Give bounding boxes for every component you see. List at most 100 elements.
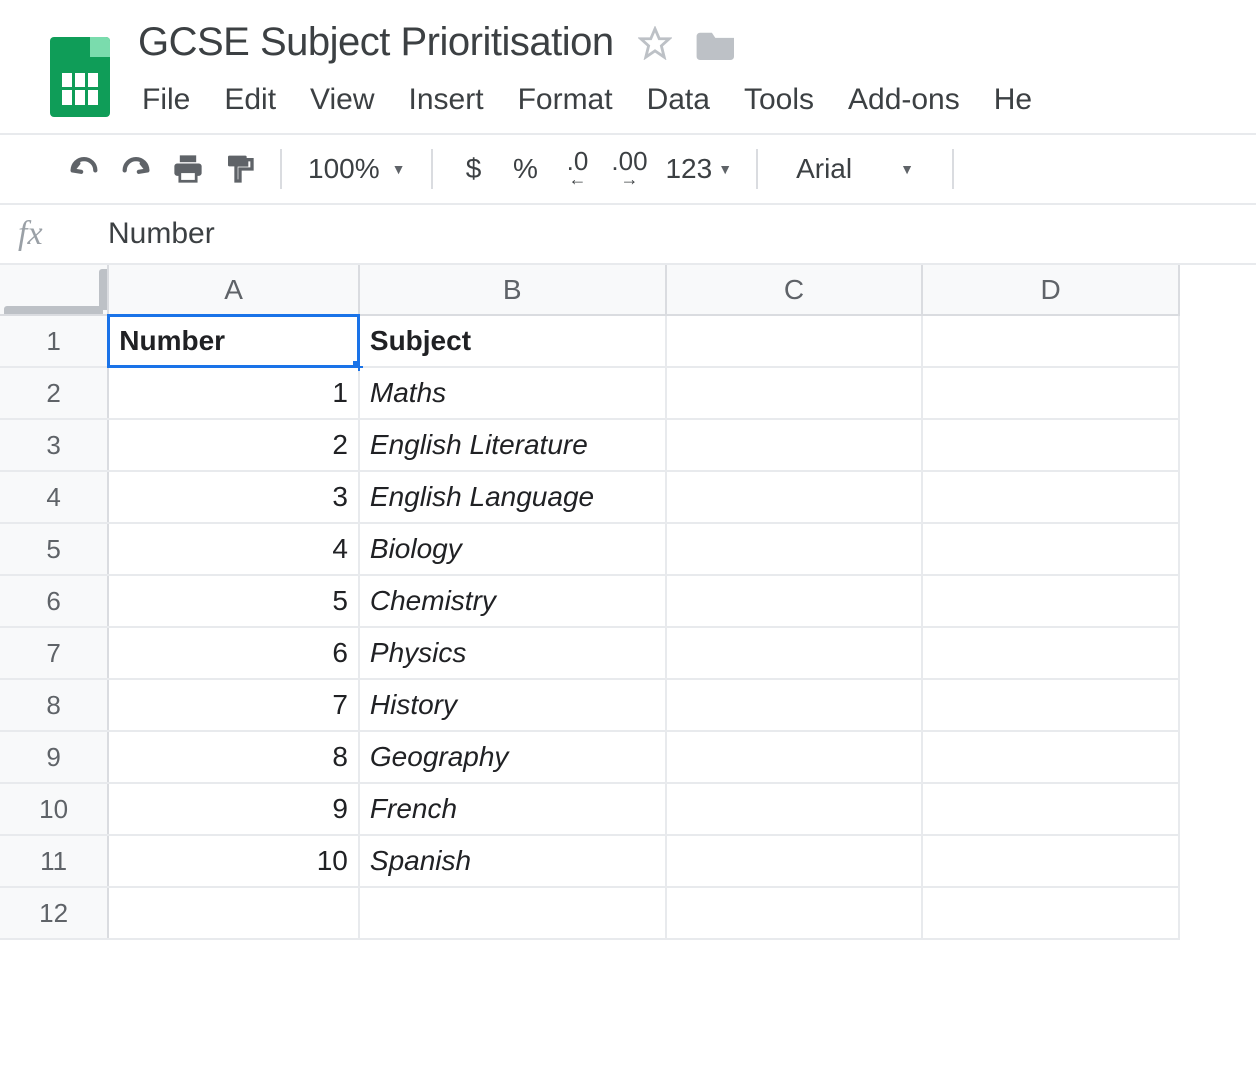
cell-D7[interactable] xyxy=(922,627,1179,679)
cell-D10[interactable] xyxy=(922,783,1179,835)
chevron-down-icon: ▼ xyxy=(718,161,732,177)
cell-C8[interactable] xyxy=(666,679,923,731)
percent-button[interactable]: % xyxy=(499,145,551,193)
cell-A1[interactable]: Number xyxy=(108,315,359,367)
cell-A3[interactable]: 2 xyxy=(108,419,359,471)
menu-help[interactable]: He xyxy=(994,83,1032,117)
row-header[interactable]: 11 xyxy=(0,835,108,887)
cell-D11[interactable] xyxy=(922,835,1179,887)
cell-B6[interactable]: Chemistry xyxy=(359,575,666,627)
row-header[interactable]: 9 xyxy=(0,731,108,783)
menu-addons[interactable]: Add-ons xyxy=(848,83,960,117)
toolbar: 100% ▼ $ % .0 ← .00 → 123▼ Arial ▼ xyxy=(0,135,1256,203)
menu-bar: File Edit View Insert Format Data Tools … xyxy=(138,65,1032,133)
document-title[interactable]: GCSE Subject Prioritisation xyxy=(138,20,614,65)
menu-edit[interactable]: Edit xyxy=(224,83,276,117)
cell-A10[interactable]: 9 xyxy=(108,783,359,835)
cell-C9[interactable] xyxy=(666,731,923,783)
zoom-dropdown[interactable]: 100% ▼ xyxy=(296,153,417,185)
cell-A12[interactable] xyxy=(108,887,359,939)
folder-icon[interactable] xyxy=(696,26,738,60)
cell-B2[interactable]: Maths xyxy=(359,367,666,419)
cell-D9[interactable] xyxy=(922,731,1179,783)
cell-D8[interactable] xyxy=(922,679,1179,731)
cell-B9[interactable]: Geography xyxy=(359,731,666,783)
chevron-down-icon: ▼ xyxy=(392,161,406,177)
row-header[interactable]: 10 xyxy=(0,783,108,835)
cell-A9[interactable]: 8 xyxy=(108,731,359,783)
cell-C2[interactable] xyxy=(666,367,923,419)
number-format-dropdown[interactable]: 123▼ xyxy=(655,145,742,193)
font-dropdown[interactable]: Arial ▼ xyxy=(772,153,938,185)
cell-A7[interactable]: 6 xyxy=(108,627,359,679)
cell-A11[interactable]: 10 xyxy=(108,835,359,887)
cell-C10[interactable] xyxy=(666,783,923,835)
cell-C1[interactable] xyxy=(666,315,923,367)
cell-A4[interactable]: 3 xyxy=(108,471,359,523)
cell-A2[interactable]: 1 xyxy=(108,367,359,419)
decrease-decimal-button[interactable]: .0 ← xyxy=(551,145,603,193)
cell-B10[interactable]: French xyxy=(359,783,666,835)
currency-button[interactable]: $ xyxy=(447,145,499,193)
formula-bar: fx Number xyxy=(0,205,1256,265)
cell-B12[interactable] xyxy=(359,887,666,939)
row-header[interactable]: 2 xyxy=(0,367,108,419)
spreadsheet-grid: A B C D 1NumberSubject21Maths32English L… xyxy=(0,265,1256,940)
cell-C6[interactable] xyxy=(666,575,923,627)
cell-C11[interactable] xyxy=(666,835,923,887)
cell-D5[interactable] xyxy=(922,523,1179,575)
cell-D2[interactable] xyxy=(922,367,1179,419)
cell-D6[interactable] xyxy=(922,575,1179,627)
select-all-corner[interactable] xyxy=(0,265,108,315)
cell-B3[interactable]: English Literature xyxy=(359,419,666,471)
row-header[interactable]: 4 xyxy=(0,471,108,523)
cell-A6[interactable]: 5 xyxy=(108,575,359,627)
menu-format[interactable]: Format xyxy=(518,83,613,117)
menu-insert[interactable]: Insert xyxy=(409,83,484,117)
zoom-value: 100% xyxy=(308,153,380,185)
column-header-A[interactable]: A xyxy=(108,265,359,315)
cell-B8[interactable]: History xyxy=(359,679,666,731)
cell-C4[interactable] xyxy=(666,471,923,523)
menu-view[interactable]: View xyxy=(310,83,374,117)
cell-B11[interactable]: Spanish xyxy=(359,835,666,887)
row-header[interactable]: 7 xyxy=(0,627,108,679)
cell-B4[interactable]: English Language xyxy=(359,471,666,523)
sheets-logo-icon[interactable] xyxy=(50,37,110,117)
star-icon[interactable] xyxy=(638,26,672,60)
row-header[interactable]: 6 xyxy=(0,575,108,627)
menu-file[interactable]: File xyxy=(142,83,190,117)
cell-B1[interactable]: Subject xyxy=(359,315,666,367)
undo-button[interactable] xyxy=(58,145,110,193)
cell-D3[interactable] xyxy=(922,419,1179,471)
column-header-D[interactable]: D xyxy=(922,265,1179,315)
cell-B5[interactable]: Biology xyxy=(359,523,666,575)
menu-data[interactable]: Data xyxy=(647,83,710,117)
chevron-down-icon: ▼ xyxy=(900,161,914,177)
row-header[interactable]: 12 xyxy=(0,887,108,939)
cell-C7[interactable] xyxy=(666,627,923,679)
cell-D1[interactable] xyxy=(922,315,1179,367)
row-header[interactable]: 1 xyxy=(0,315,108,367)
cell-C3[interactable] xyxy=(666,419,923,471)
cell-B7[interactable]: Physics xyxy=(359,627,666,679)
row-header[interactable]: 5 xyxy=(0,523,108,575)
print-button[interactable] xyxy=(162,145,214,193)
increase-decimal-button[interactable]: .00 → xyxy=(603,145,655,193)
cell-D4[interactable] xyxy=(922,471,1179,523)
column-header-B[interactable]: B xyxy=(359,265,666,315)
row-header[interactable]: 8 xyxy=(0,679,108,731)
cell-A5[interactable]: 4 xyxy=(108,523,359,575)
cell-D12[interactable] xyxy=(922,887,1179,939)
cell-C5[interactable] xyxy=(666,523,923,575)
row-header[interactable]: 3 xyxy=(0,419,108,471)
cell-C12[interactable] xyxy=(666,887,923,939)
fx-label: fx xyxy=(0,215,108,253)
paint-format-button[interactable] xyxy=(214,145,266,193)
redo-button[interactable] xyxy=(110,145,162,193)
formula-value[interactable]: Number xyxy=(108,217,215,251)
cell-A8[interactable]: 7 xyxy=(108,679,359,731)
menu-tools[interactable]: Tools xyxy=(744,83,814,117)
title-bar: GCSE Subject Prioritisation File Edit Vi… xyxy=(0,0,1256,133)
column-header-C[interactable]: C xyxy=(666,265,923,315)
